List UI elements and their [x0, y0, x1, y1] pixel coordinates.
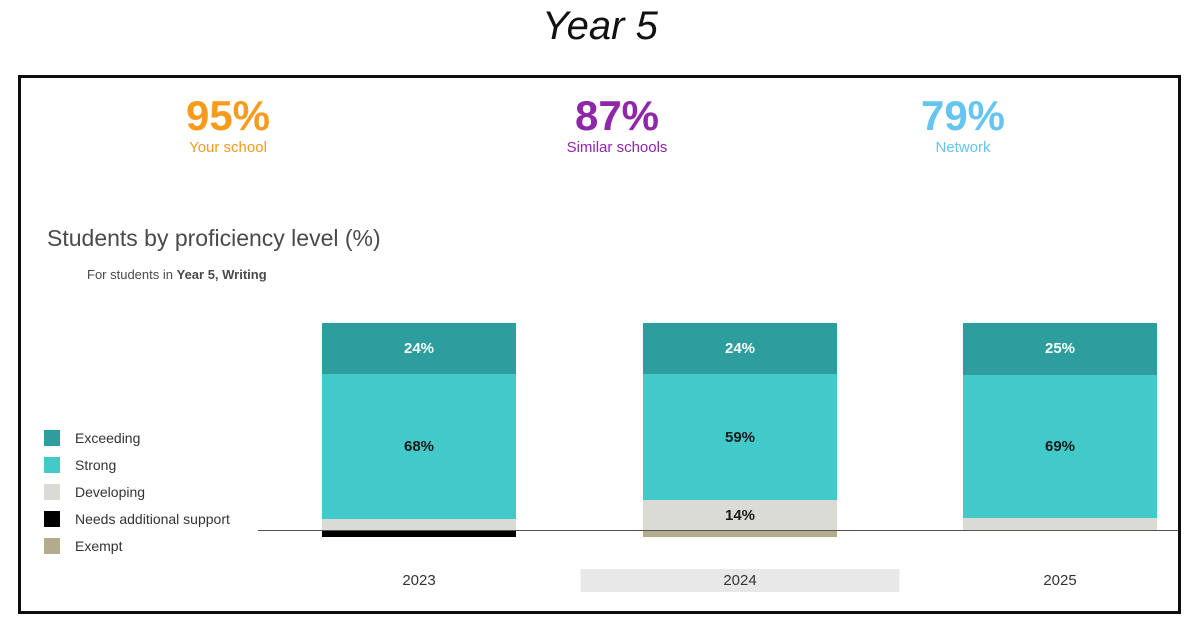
x-axis-label-2025[interactable]: 2025 — [1043, 572, 1077, 589]
legend-item-developing: Developing — [44, 483, 145, 500]
x-axis-line — [258, 530, 1178, 531]
legend-item-exempt: Exempt — [44, 537, 122, 554]
summary-stat-network: 79% Network — [920, 92, 1006, 157]
stat-value: 79% — [920, 92, 1006, 139]
segment-value-label: 24% — [403, 340, 435, 358]
bar-segment-strong: 59% — [643, 374, 837, 501]
bar-segment-developing — [963, 517, 1157, 530]
stat-value: 95% — [185, 92, 271, 139]
bar-segment-needs-additional-support — [322, 531, 516, 538]
plot-area: 24% 68% 24% 59% 14% 25% 69% — [21, 78, 1178, 611]
summary-stat-similar-schools: 87% Similar schools — [566, 92, 668, 157]
stat-value: 87% — [574, 92, 660, 139]
legend-item-needs-additional-support: Needs additional support — [44, 510, 230, 527]
segment-value-label: 69% — [1044, 437, 1076, 455]
segment-value-label: 68% — [403, 438, 435, 456]
bar-segment-exceeding: 24% — [322, 323, 516, 375]
bar-2024: 24% 59% 14% — [643, 323, 837, 530]
legend-item-strong: Strong — [44, 456, 116, 473]
legend-label: Strong — [75, 456, 117, 473]
legend-label: Needs additional support — [75, 510, 230, 527]
legend-label: Exceeding — [75, 429, 141, 446]
bar-segment-exceeding: 24% — [643, 323, 837, 375]
legend-item-exceeding: Exceeding — [44, 429, 140, 446]
segment-value-label: 59% — [724, 428, 756, 446]
bar-segment-strong: 69% — [963, 374, 1157, 518]
bar-segment-exceeding: 25% — [963, 323, 1157, 375]
chart-subtitle: For students in Year 5, Writing — [87, 267, 267, 282]
chart-subtitle-prefix: For students in — [87, 267, 177, 282]
summary-stat-your-school: 95% Your school — [185, 92, 271, 157]
page-title: Year 5 — [542, 4, 658, 48]
stat-label: Similar schools — [566, 139, 668, 157]
bar-segment-developing: 14% — [643, 500, 837, 530]
bar-segment-exempt — [643, 531, 837, 538]
legend-swatch-exceeding — [44, 429, 60, 446]
legend-swatch-developing — [44, 483, 60, 500]
legend-label: Exempt — [75, 537, 123, 554]
segment-value-label: 14% — [724, 506, 756, 524]
legend-swatch-needs-additional-support — [44, 510, 60, 527]
segment-value-label: 24% — [724, 340, 756, 358]
legend-swatch-strong — [44, 456, 60, 473]
x-axis-label-2024[interactable]: 2024 — [580, 569, 900, 592]
bar-2023: 24% 68% — [322, 323, 516, 530]
bar-2025: 25% 69% — [963, 323, 1157, 530]
bar-segment-developing — [322, 519, 516, 530]
chart-title: Students by proficiency level (%) — [47, 225, 381, 251]
x-axis-label-2023[interactable]: 2023 — [402, 572, 436, 589]
chart-subtitle-cohort: Year 5, Writing — [176, 267, 267, 282]
bar-segment-strong: 68% — [322, 374, 516, 520]
stat-label: Network — [935, 139, 991, 157]
segment-value-label: 25% — [1044, 340, 1076, 358]
legend-swatch-exempt — [44, 537, 60, 554]
legend-label: Developing — [75, 483, 146, 500]
report-panel: 95% Your school 87% Similar schools 79% Netwo… — [18, 75, 1181, 614]
stat-label: Your school — [189, 139, 267, 157]
